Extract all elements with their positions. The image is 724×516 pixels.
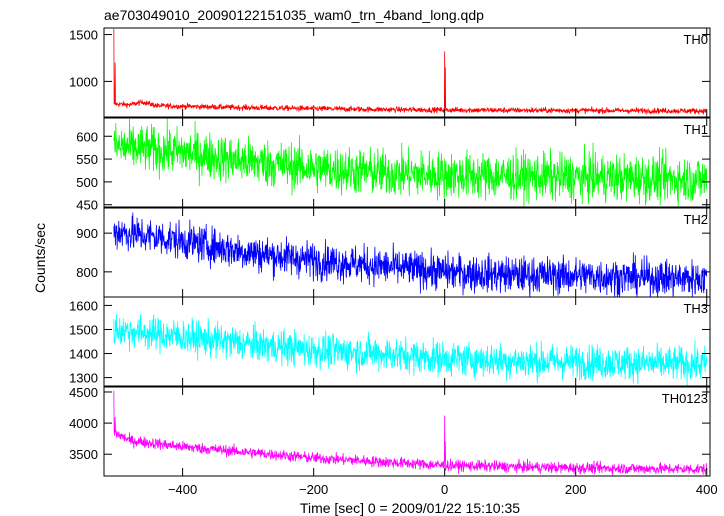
panel-th3: 1300 1400 1500 1600 TH3	[69, 296, 711, 387]
panel-label: TH1	[683, 122, 708, 137]
panel-frame	[103, 117, 711, 208]
x-tick-label: −200	[299, 482, 328, 497]
series-line-th0	[113, 28, 707, 115]
y-tick-label: 1500	[69, 28, 98, 43]
series-line-th2	[113, 212, 708, 297]
y-tick-label: 4000	[69, 416, 98, 431]
y-tick-label: 4500	[69, 385, 98, 400]
series-line-th1	[113, 118, 708, 207]
x-tick-label: 0	[441, 482, 448, 497]
y-tick-label: 550	[76, 152, 98, 167]
panel-th0123: 3500 4000 4500 TH0123	[69, 385, 711, 477]
panel-frame	[103, 296, 711, 387]
panel-label: TH3	[683, 301, 708, 316]
panel-th1: 450 500 550 600 TH1	[76, 117, 711, 213]
panel-label: TH0	[683, 32, 708, 47]
y-tick-label: 800	[76, 265, 98, 280]
y-axis-label: Counts/sec	[32, 223, 48, 293]
x-tick-label: 200	[565, 482, 587, 497]
x-tick-label: 400	[696, 482, 718, 497]
series-line-th0123	[113, 390, 708, 476]
y-tick-label: 1400	[69, 347, 98, 362]
panel-frame	[103, 386, 711, 477]
y-tick-label: 1500	[69, 322, 98, 337]
x-axis-label: Time [sec] 0 = 2009/01/22 15:10:35	[300, 500, 520, 516]
y-tick-label: 900	[76, 226, 98, 241]
y-tick-label: 500	[76, 175, 98, 190]
chart-title: ae703049010_20090122151035_wam0_trn_4ban…	[104, 7, 484, 23]
y-tick-label: 450	[76, 198, 98, 213]
panel-th0: 1000 1500 TH0	[69, 27, 711, 118]
panel-label: TH0123	[662, 391, 708, 406]
panel-th2: 800 900 TH2	[76, 207, 711, 298]
y-tick-label: 3500	[69, 447, 98, 462]
y-tick-label: 600	[76, 129, 98, 144]
y-tick-label: 1300	[69, 371, 98, 386]
x-tick-label: −400	[168, 482, 197, 497]
y-tick-label: 1600	[69, 298, 98, 313]
y-tick-label: 1000	[69, 74, 98, 89]
panel-frame	[103, 27, 711, 118]
series-line-th3	[113, 314, 708, 386]
x-axis: −400 −200 0 200 400	[168, 482, 718, 497]
panel-label: TH2	[683, 212, 708, 227]
